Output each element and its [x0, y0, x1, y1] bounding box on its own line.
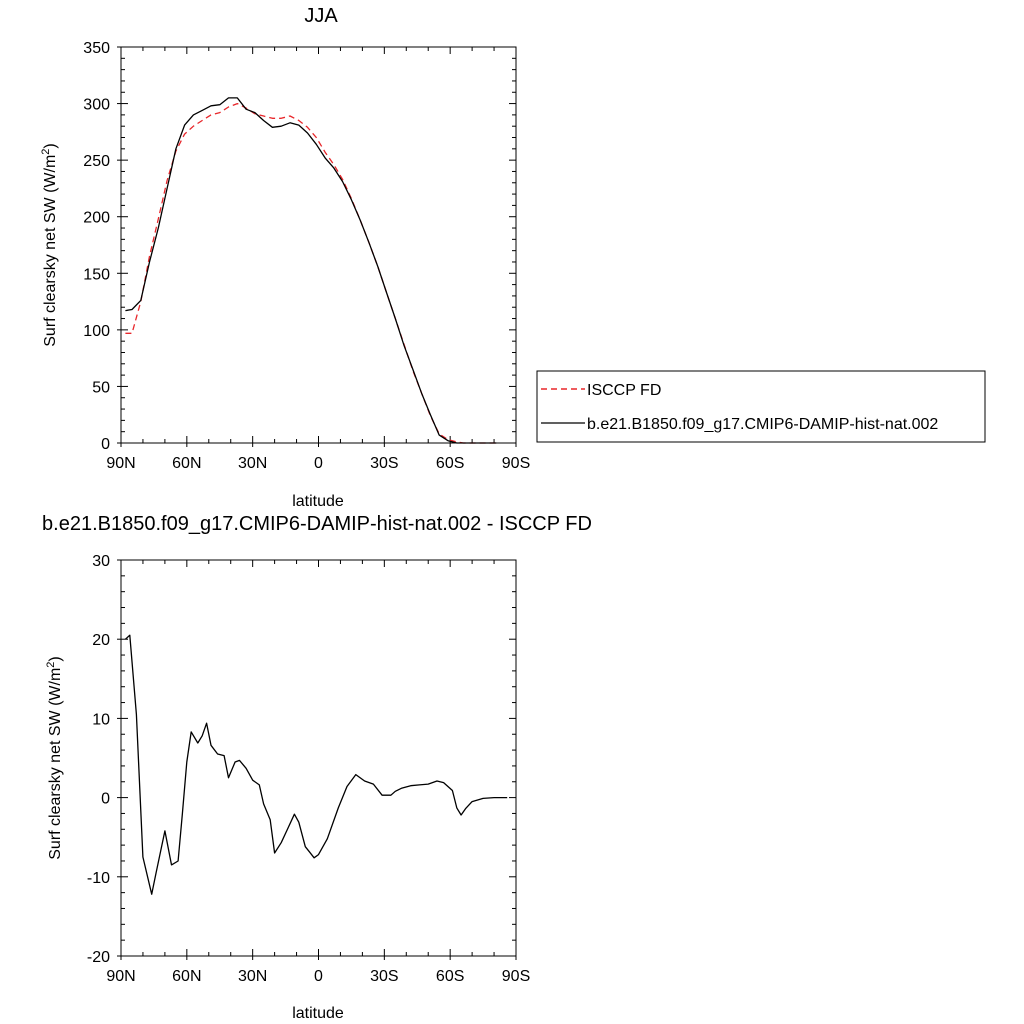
bottom-y-axis-label-text: Surf clearsky net SW (W/m: [47, 668, 64, 860]
legend-box: [536, 370, 986, 443]
bottom-y-tick-label: 0: [101, 791, 110, 808]
top-x-tick-label: 60N: [172, 455, 201, 472]
bottom-chart-title: b.e21.B1850.f09_g17.CMIP6-DAMIP-hist-nat…: [42, 513, 592, 535]
top-x-tick-label: 60S: [436, 455, 464, 472]
top-x-tick-label: 30S: [370, 455, 398, 472]
top-y-axis-label-close: ): [42, 143, 59, 148]
bottom-y-tick-label: -10: [87, 870, 110, 887]
bottom-x-tick-label: 60N: [172, 968, 201, 985]
bottom-axis-ticks: [117, 559, 517, 960]
top-axis-ticks: [117, 46, 517, 447]
top-y-tick-label: 100: [83, 323, 110, 340]
bottom-plot-frame: [120, 559, 517, 957]
top-x-tick-label: 0: [314, 455, 323, 472]
top-y-tick-label: 200: [83, 210, 110, 227]
bottom-panel: b.e21.B1850.f09_g17.CMIP6-DAMIP-hist-nat…: [42, 513, 592, 1022]
top-y-tick-label: 150: [83, 266, 110, 283]
bottom-y-tick-label: 30: [92, 553, 110, 570]
top-series-group: [125, 97, 497, 444]
bottom-y-tick-label: -20: [87, 949, 110, 966]
bottom-series-group: [124, 634, 508, 895]
top-x-tick-label: 90S: [502, 455, 530, 472]
bottom-x-tick-label: 30N: [238, 968, 267, 985]
top-y-tick-label: 350: [83, 40, 110, 57]
top-y-axis-label-text: Surf clearsky net SW (W/m: [42, 155, 59, 347]
bottom-x-axis-label: latitude: [292, 1005, 344, 1022]
bottom-y-axis-label-sup: 2: [45, 662, 57, 668]
bottom-tick-labels: 90N 60N 30N 0 30S 60S 90S -20 -10 0 10 20 30: [87, 553, 530, 985]
top-y-tick-label: 50: [92, 379, 110, 396]
top-x-tick-label: 30N: [238, 455, 267, 472]
top-y-tick-label: 0: [101, 436, 110, 453]
bottom-y-tick-label: 20: [92, 632, 110, 649]
top-series-line-0: [125, 102, 497, 444]
top-y-axis-label-sup: 2: [40, 149, 52, 155]
bottom-y-axis-label: Surf clearsky net SW (W/m2): [45, 656, 64, 859]
top-y-tick-label: 250: [83, 153, 110, 170]
top-x-axis-label: latitude: [292, 493, 344, 510]
bottom-x-tick-label: 90S: [502, 968, 530, 985]
top-panel: JJA 90N 60N 30N 0 30S 60S 90S 0 50 100 150 200 250 30…: [40, 5, 986, 510]
bottom-y-axis-label-close: ): [47, 656, 64, 661]
top-chart-title: JJA: [304, 5, 338, 27]
bottom-x-tick-label: 60S: [436, 968, 464, 985]
legend: ISCCP FD b.e21.B1850.f09_g17.CMIP6-DAMIP…: [536, 370, 986, 443]
top-x-tick-label: 90N: [106, 455, 135, 472]
legend-label-isccp: ISCCP FD: [587, 382, 661, 399]
top-y-tick-label: 300: [83, 97, 110, 114]
bottom-x-tick-label: 30S: [370, 968, 398, 985]
top-y-axis-label: Surf clearsky net SW (W/m2): [40, 143, 59, 346]
bottom-series-line-0: [124, 634, 508, 895]
bottom-y-tick-label: 10: [92, 711, 110, 728]
bottom-x-tick-label: 0: [314, 968, 323, 985]
bottom-x-tick-label: 90N: [106, 968, 135, 985]
legend-label-model: b.e21.B1850.f09_g17.CMIP6-DAMIP-hist-nat…: [587, 416, 938, 433]
top-tick-labels: 90N 60N 30N 0 30S 60S 90S 0 50 100 150 200 250 300 350: [83, 40, 530, 472]
top-series-line-1: [125, 97, 497, 444]
top-plot-frame: [120, 46, 517, 444]
